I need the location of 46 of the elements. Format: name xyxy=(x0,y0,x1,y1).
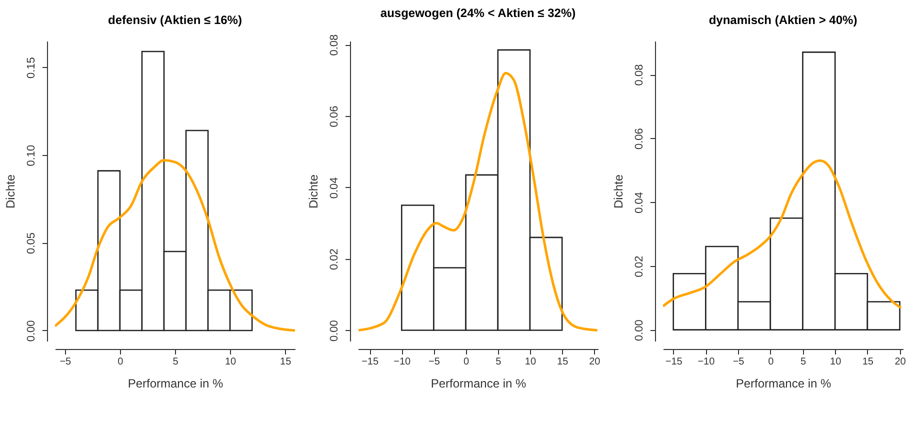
x-tick-label: 20 xyxy=(894,356,906,368)
x-tick-label: −5 xyxy=(60,356,72,368)
x-tick-label: −10 xyxy=(698,356,716,368)
y-tick-label: 0.02 xyxy=(328,248,340,270)
x-tick-label: 20 xyxy=(589,356,601,368)
y-tick-label: 0.00 xyxy=(26,320,38,342)
x-tick-label: 15 xyxy=(280,356,292,368)
y-tick-label: 0.15 xyxy=(26,57,38,79)
y-tick-label: 0.00 xyxy=(634,320,646,342)
chart-title: ausgewogen (24% < Aktien ≤ 32%) xyxy=(380,6,576,20)
y-tick-label: 0.10 xyxy=(26,144,38,166)
y-axis-title: Dichte xyxy=(306,174,320,209)
line-series xyxy=(358,72,598,332)
x-tick-label: 5 xyxy=(496,356,502,368)
x-axis-title: Performance in % xyxy=(736,376,832,390)
x-axis-title: Performance in % xyxy=(128,376,224,390)
x-axis-title: Performance in % xyxy=(430,376,527,390)
x-tick-label: −5 xyxy=(428,356,440,368)
y-tick-label: 0.06 xyxy=(634,128,646,150)
x-tick-label: −15 xyxy=(665,356,683,368)
x-tick-label: 10 xyxy=(830,356,842,368)
chart-title: dynamisch (Aktien > 40%) xyxy=(708,13,858,27)
x-tick-label: 15 xyxy=(557,356,569,368)
x-tick-label: 15 xyxy=(862,356,874,368)
x-tick-label: 5 xyxy=(172,356,179,368)
y-axis-title: Dichte xyxy=(612,174,626,209)
x-tick-label: 10 xyxy=(224,356,237,368)
line-series xyxy=(55,159,295,332)
y-tick-label: 0.04 xyxy=(328,177,340,199)
x-tick-label: 0 xyxy=(768,356,774,368)
x-tick-label: −5 xyxy=(732,356,745,368)
chart-title: defensiv (Aktien ≤ 16%) xyxy=(108,13,242,27)
y-tick-label: 0.02 xyxy=(634,256,646,278)
x-tick-label: 0 xyxy=(118,356,124,368)
y-tick-label: 0.08 xyxy=(634,64,646,86)
y-tick-label: 0.08 xyxy=(328,34,340,56)
x-tick-label: −15 xyxy=(362,356,379,368)
y-tick-label: 0.06 xyxy=(328,106,340,128)
y-tick-label: 0.05 xyxy=(26,232,38,254)
x-tick-label: −10 xyxy=(394,356,412,368)
y-tick-label: 0.00 xyxy=(328,320,340,342)
x-tick-label: 10 xyxy=(524,356,536,368)
y-axis-title: Dichte xyxy=(4,174,18,209)
y-tick-label: 0.04 xyxy=(634,192,646,214)
x-tick-label: 0 xyxy=(464,356,470,368)
x-tick-label: 5 xyxy=(800,356,806,368)
